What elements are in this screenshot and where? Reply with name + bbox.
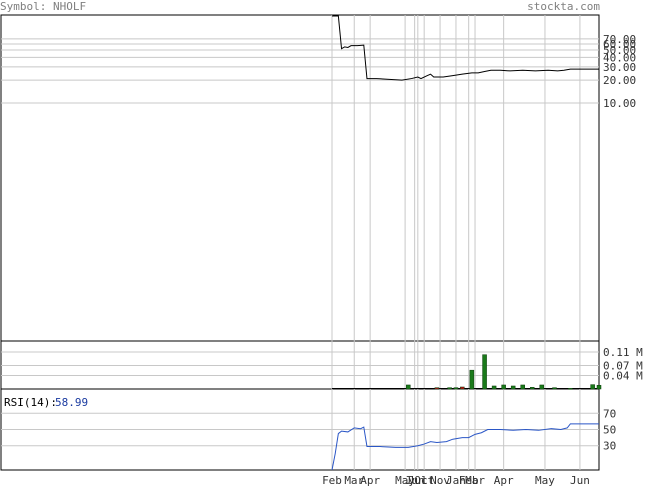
x-tick-label: May xyxy=(395,474,415,486)
rsi-tick-label: 70 xyxy=(603,407,616,420)
x-tick-label: Jul xyxy=(408,474,428,486)
volume-bar xyxy=(482,354,487,390)
rsi-line xyxy=(331,423,599,471)
volume-tick-label: 0.04 M xyxy=(603,370,643,383)
volume-bar xyxy=(447,387,452,390)
volume-tick-label: 0.07 M xyxy=(603,359,643,372)
x-tick-label: May xyxy=(535,474,555,486)
volume-bar xyxy=(520,384,525,390)
rsi-tick-label: 50 xyxy=(603,424,616,437)
price-panel xyxy=(0,14,600,342)
symbol-label: Symbol: NHOLF xyxy=(0,0,87,13)
volume-tick-label: 0.11 M xyxy=(603,346,643,359)
volume-bar xyxy=(469,369,475,390)
price-tick-label: 60.00 xyxy=(603,38,636,51)
x-tick-label: Oct xyxy=(414,474,434,486)
rsi-label: RSI(14): xyxy=(4,396,57,409)
rsi-value: 58.99 xyxy=(55,396,88,409)
volume-bar xyxy=(530,387,535,390)
price-tick-label: 20.00 xyxy=(603,74,636,87)
volume-bar xyxy=(552,387,557,390)
chart-marks xyxy=(331,15,602,471)
volume-bar xyxy=(406,384,411,390)
rsi-tick-label: 30 xyxy=(603,440,616,453)
price-tick-label: 10.00 xyxy=(603,97,636,110)
volume-bar xyxy=(510,385,516,390)
price-tick-label: 50.00 xyxy=(603,44,636,57)
x-tick-label: Jan xyxy=(446,474,466,486)
volume-bar xyxy=(460,386,465,390)
price-tick-label: 70.00 xyxy=(603,33,636,46)
x-tick-label: Feb xyxy=(459,474,479,486)
x-tick-label: Feb xyxy=(322,474,342,486)
x-tick-label: Nov xyxy=(430,474,450,486)
grid-lines xyxy=(1,15,599,470)
x-tick-label: Jun xyxy=(570,474,590,486)
x-tick-label: Jun xyxy=(405,474,425,486)
site-name: stockta.com xyxy=(527,0,600,13)
x-tick-label: Mar xyxy=(465,474,485,486)
x-tick-label: Mar xyxy=(344,474,364,486)
x-tick-label: Apr xyxy=(494,474,514,486)
volume-bar xyxy=(491,385,497,390)
volume-bar xyxy=(539,384,545,390)
price-tick-label: 40.00 xyxy=(603,51,636,64)
x-tick-label: Apr xyxy=(360,474,380,486)
price-line xyxy=(332,15,599,81)
price-tick-label: 30.00 xyxy=(603,61,636,74)
volume-bar xyxy=(501,384,506,390)
volume-bar xyxy=(596,385,602,390)
volume-bar xyxy=(434,387,440,390)
volume-bar xyxy=(568,388,573,390)
volume-bar xyxy=(590,384,595,390)
volume-bar xyxy=(453,387,459,390)
